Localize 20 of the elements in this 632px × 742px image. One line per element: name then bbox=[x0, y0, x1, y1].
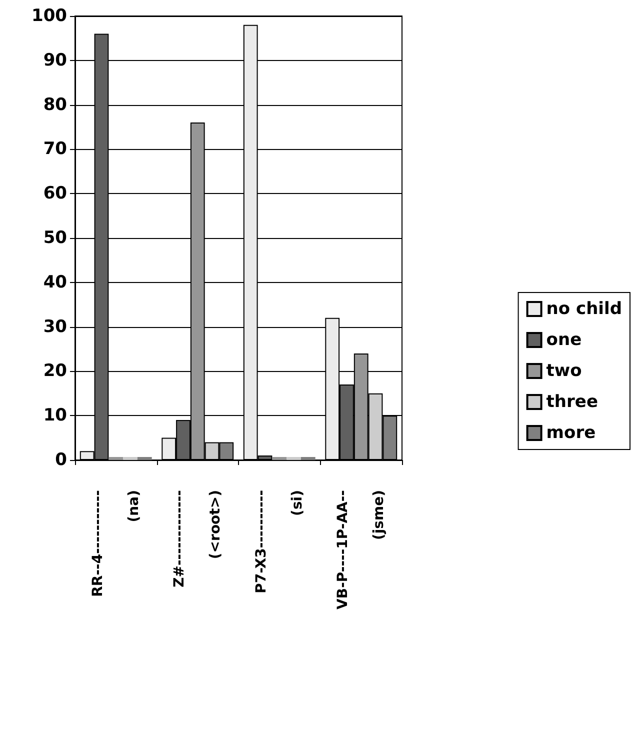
legend-label: three bbox=[546, 392, 598, 412]
y-tick-label: 0 bbox=[55, 450, 68, 470]
legend-label: more bbox=[546, 423, 596, 443]
y-tick-label: 40 bbox=[43, 272, 68, 292]
y-tick-label: 70 bbox=[43, 139, 68, 160]
y-tick-label: 80 bbox=[43, 94, 68, 115]
y-tick-label: 100 bbox=[32, 6, 68, 26]
legend-label: no child bbox=[546, 299, 622, 319]
category-label: P7-X3---------- (si) bbox=[253, 490, 306, 594]
y-tick-label: 50 bbox=[43, 228, 68, 248]
y-tick-label: 30 bbox=[43, 316, 68, 337]
y-tick-label: 10 bbox=[43, 406, 68, 426]
y-tick-label: 20 bbox=[43, 361, 68, 382]
legend-label: two bbox=[546, 361, 582, 381]
y-tick-label: 60 bbox=[43, 184, 68, 204]
category-label: Z#------------- (<root>) bbox=[172, 490, 224, 588]
category-label: RR--4----------- (na) bbox=[90, 490, 142, 597]
legend-label: one bbox=[546, 330, 582, 350]
category-label: VB-P----1P-AA-- (jsme) bbox=[335, 490, 388, 610]
y-tick-label: 90 bbox=[43, 50, 68, 70]
